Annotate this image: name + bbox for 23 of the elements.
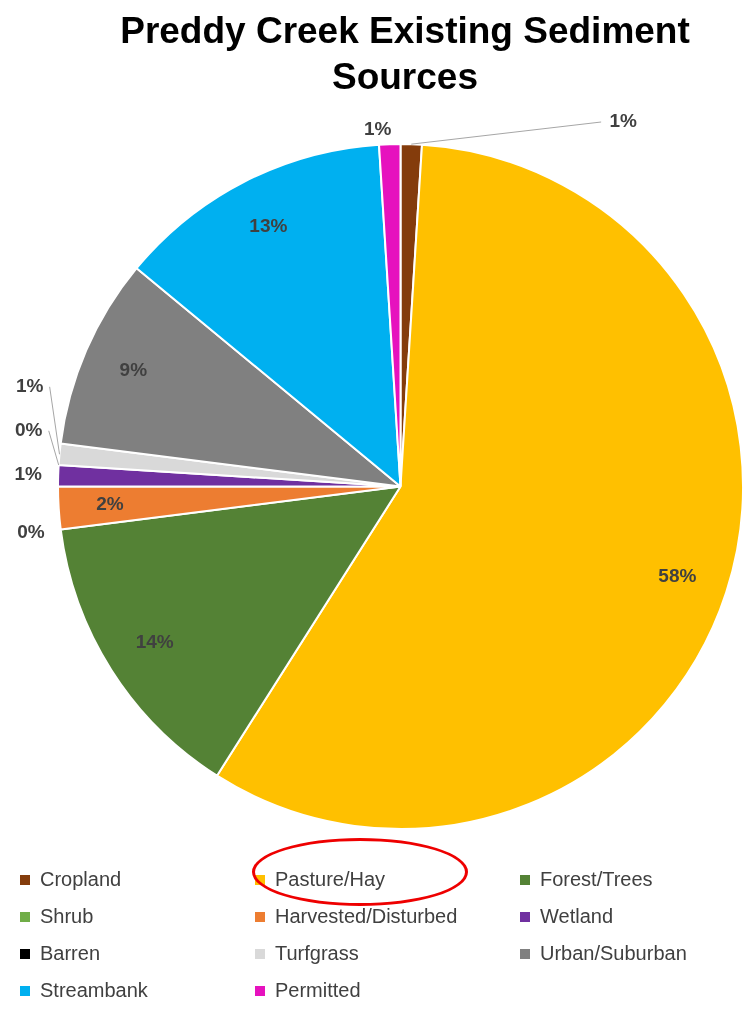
- legend-label: Streambank: [40, 979, 148, 1002]
- legend-label: Shrub: [40, 905, 94, 928]
- data-label: 2%: [96, 493, 124, 515]
- data-label: 1%: [15, 375, 44, 397]
- legend-label: Harvested/Disturbed: [275, 905, 458, 928]
- data-label: 9%: [119, 359, 148, 381]
- data-label: 58%: [658, 564, 697, 586]
- data-label: 1%: [364, 118, 392, 140]
- data-label: 14%: [135, 630, 174, 652]
- data-label: 1%: [609, 110, 637, 132]
- data-label: 1%: [14, 463, 43, 485]
- legend-label: Wetland: [540, 905, 614, 928]
- legend-label: Forest/Trees: [540, 868, 653, 891]
- legend-label: Barren: [40, 942, 101, 965]
- legend-label: Turfgrass: [275, 942, 359, 965]
- text: 0%: [17, 521, 45, 543]
- text: 0%: [15, 419, 43, 441]
- chart-title: Preddy Creek Existing Sediment Sources: [119, 9, 691, 99]
- legend-label: Cropland: [40, 868, 122, 891]
- legend-label: Pasture/Hay: [275, 868, 386, 891]
- legend-label: Permitted: [275, 979, 361, 1002]
- legend-label: Urban/Suburban: [540, 942, 687, 965]
- data-label: 13%: [249, 215, 288, 237]
